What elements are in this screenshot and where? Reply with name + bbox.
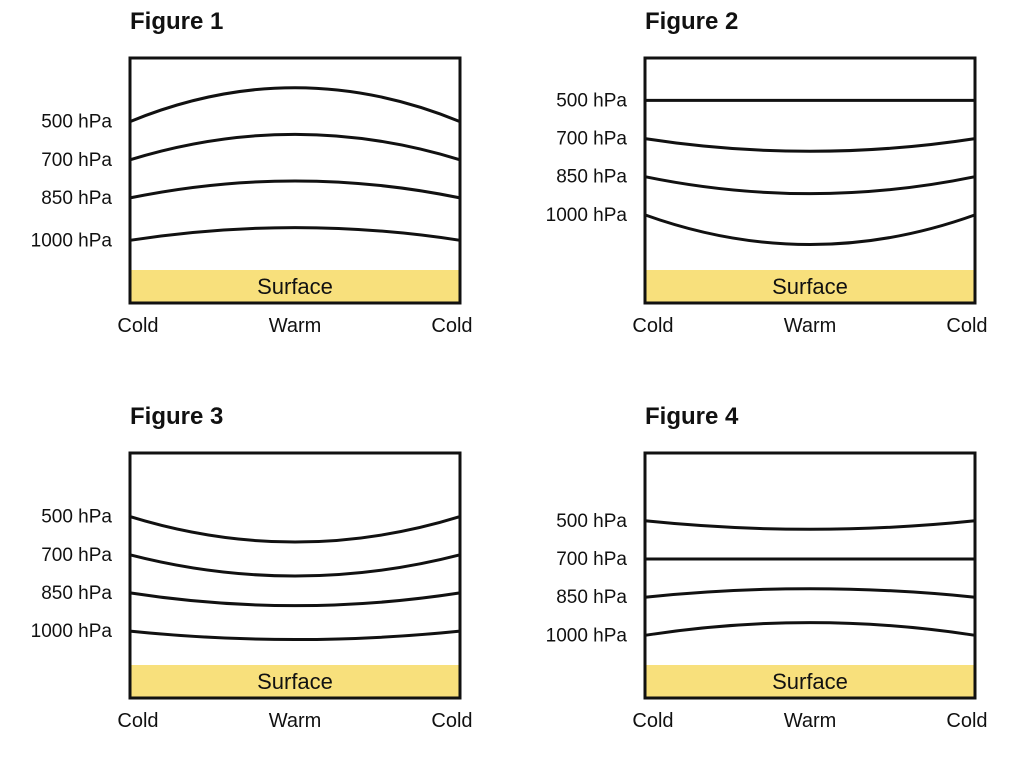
- pressure-level-curve: [643, 213, 977, 246]
- pressure-level-curve: [128, 515, 462, 544]
- surface-label: Surface: [257, 669, 333, 694]
- pressure-level-label: 500 hPa: [556, 511, 627, 532]
- figure-diagram: Surface 500 hPa 700 hPa 850 hPa 1000 hPa Cold…: [546, 451, 988, 732]
- pressure-level-label: 700 hPa: [556, 129, 627, 150]
- x-axis-label: Warm: [269, 315, 322, 337]
- x-axis-label: Cold: [117, 710, 158, 732]
- pressure-level-curve: [643, 519, 977, 531]
- pressure-level-label: 500 hPa: [41, 112, 112, 133]
- diagram-frame: [128, 56, 462, 305]
- surface-label: Surface: [257, 274, 333, 299]
- pressure-level-curve: [643, 621, 977, 637]
- surface-band: [130, 665, 460, 698]
- pressure-level-curve: [128, 86, 462, 124]
- pressure-level-label: 700 hPa: [41, 545, 112, 566]
- diagram-frame: [643, 56, 977, 305]
- pressure-level-label: 1000 hPa: [31, 621, 113, 642]
- pressure-level-curve: [643, 587, 977, 599]
- pressure-level-label: 700 hPa: [556, 549, 627, 570]
- figure-title: Figure 2: [645, 8, 739, 35]
- surface-band: [645, 270, 975, 303]
- pressure-level-label: 1000 hPa: [31, 230, 113, 251]
- figure-title: Figure 1: [130, 8, 224, 35]
- figure-panel: Figure 4 Surface 500 hPa 700 hPa 850 hPa 100…: [515, 395, 1010, 765]
- pressure-level-curve: [643, 175, 977, 196]
- pressure-level-curve: [128, 553, 462, 578]
- diagram-frame: [643, 451, 977, 700]
- diagram-frame: [128, 451, 462, 700]
- surface-band: [645, 665, 975, 698]
- pressure-level-label: 850 hPa: [41, 583, 112, 604]
- figure-title: Figure 4: [645, 403, 739, 430]
- pressure-level-curve: [128, 132, 462, 162]
- pressure-level-label: 1000 hPa: [546, 205, 628, 226]
- figure-panel: Figure 1 Surface 500 hPa 700 hPa 850 hPa 100…: [0, 0, 500, 370]
- x-axis-label: Cold: [431, 710, 472, 732]
- x-axis-label: Warm: [784, 710, 837, 732]
- pressure-level-curve: [643, 137, 977, 153]
- x-axis-label: Cold: [431, 315, 472, 337]
- pressure-level-curve: [128, 179, 462, 200]
- x-axis-label: Cold: [117, 315, 158, 337]
- figure-title: Figure 3: [130, 403, 224, 430]
- x-axis-label: Cold: [946, 710, 987, 732]
- x-axis-label: Cold: [632, 315, 673, 337]
- surface-label: Surface: [772, 274, 848, 299]
- pressure-level-label: 850 hPa: [556, 167, 627, 188]
- pressure-level-curve: [128, 591, 462, 608]
- x-axis-label: Warm: [784, 315, 837, 337]
- figure-diagram: Surface 500 hPa 700 hPa 850 hPa 1000 hPa Cold…: [31, 451, 473, 732]
- figure-panel: Figure 3 Surface 500 hPa 700 hPa 850 hPa 100…: [0, 395, 500, 765]
- x-axis-label: Cold: [632, 710, 673, 732]
- figure-panel: Figure 2 Surface 500 hPa 700 hPa 850 hPa 100…: [515, 0, 1010, 370]
- surface-band: [130, 270, 460, 303]
- surface-label: Surface: [772, 669, 848, 694]
- pressure-level-label: 850 hPa: [556, 587, 627, 608]
- figure-diagram: Surface 500 hPa 700 hPa 850 hPa 1000 hPa Cold…: [31, 56, 473, 337]
- figure-diagram: Surface 500 hPa 700 hPa 850 hPa 1000 hPa Cold…: [546, 56, 988, 337]
- pressure-level-label: 1000 hPa: [546, 625, 628, 646]
- pressure-level-label: 500 hPa: [556, 90, 627, 111]
- pressure-level-label: 500 hPa: [41, 507, 112, 528]
- pressure-level-curve: [128, 226, 462, 242]
- pressure-level-curve: [128, 629, 462, 642]
- pressure-level-label: 700 hPa: [41, 150, 112, 171]
- x-axis-label: Cold: [946, 315, 987, 337]
- pressure-level-label: 850 hPa: [41, 188, 112, 209]
- x-axis-label: Warm: [269, 710, 322, 732]
